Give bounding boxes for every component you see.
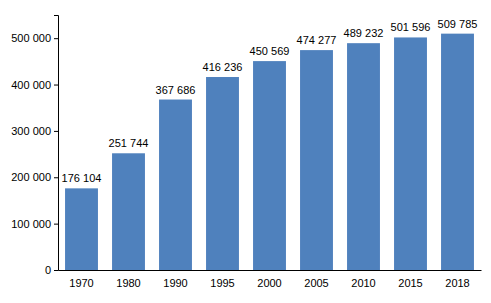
x-tick: 1980: [116, 270, 140, 289]
data-label: 489 232: [344, 27, 384, 39]
y-tick-mark: [54, 131, 58, 132]
data-label: 501 596: [391, 21, 431, 33]
x-tick: 1995: [210, 270, 234, 289]
data-label: 474 277: [297, 34, 337, 46]
y-tick: 0: [45, 264, 58, 276]
y-tick: 100 000: [11, 218, 58, 230]
bar: [394, 37, 427, 270]
x-tick-label: 2005: [304, 277, 328, 289]
x-tick: 2015: [398, 270, 422, 289]
bar: [347, 43, 380, 270]
y-tick-mark: [54, 85, 58, 86]
y-tick-mark: [54, 38, 58, 39]
x-tick-label: 1970: [69, 277, 93, 289]
x-tick-label: 2018: [445, 277, 469, 289]
data-label: 367 686: [156, 84, 196, 96]
y-axis: 0 100 000 200 000 300 000 400 000 500 000: [11, 16, 58, 277]
y-tick-mark: [54, 177, 58, 178]
x-axis: 1970 1980 1990 1995 2000 2005 2010 2015 2018: [59, 270, 482, 289]
y-tick-label: 100 000: [11, 218, 51, 230]
x-tick-label: 2015: [398, 277, 422, 289]
x-tick: 2018: [445, 270, 469, 289]
y-tick-label: 400 000: [11, 79, 51, 91]
y-tick: 200 000: [11, 171, 58, 183]
y-tick-label: 500 000: [11, 32, 51, 44]
y-tick-label: 200 000: [11, 171, 51, 183]
chart: 0 100 000 200 000 300 000 400 000 500 000 1970…: [0, 0, 491, 303]
data-label: 509 785: [438, 18, 478, 30]
bar: [253, 61, 286, 270]
x-tick: 1970: [69, 270, 93, 289]
bar: [206, 77, 239, 270]
x-tick: 2000: [257, 270, 281, 289]
x-tick-label: 2010: [351, 277, 375, 289]
bars: [65, 34, 474, 270]
x-tick: 2010: [351, 270, 375, 289]
plot: 0 100 000 200 000 300 000 400 000 500 000 1970…: [11, 16, 481, 289]
x-tick-label: 2000: [257, 277, 281, 289]
y-tick: 300 000: [11, 125, 58, 137]
x-tick-label: 1980: [116, 277, 140, 289]
x-tick-label: 1995: [210, 277, 234, 289]
y-tick: 500 000: [11, 32, 58, 44]
y-tick-label: 0: [45, 264, 51, 276]
x-axis-line: [59, 270, 482, 271]
y-tick-mark: [54, 270, 58, 271]
data-labels: 176 104 251 744 367 686 416 236 450 569 474 2…: [62, 18, 478, 185]
bar: [159, 100, 192, 270]
y-tick-mark: [54, 224, 58, 225]
bar: [441, 34, 474, 270]
y-axis-line: [54, 16, 59, 271]
bar: [65, 188, 98, 270]
data-label: 176 104: [62, 172, 102, 184]
x-tick: 2005: [304, 270, 328, 289]
x-tick-label: 1990: [163, 277, 187, 289]
bar: [300, 50, 333, 270]
data-label: 450 569: [250, 45, 290, 57]
data-label: 416 236: [203, 61, 243, 73]
y-tick: 400 000: [11, 79, 58, 91]
y-tick-label: 300 000: [11, 125, 51, 137]
bar: [112, 153, 145, 270]
x-tick: 1990: [163, 270, 187, 289]
data-label: 251 744: [109, 137, 149, 149]
